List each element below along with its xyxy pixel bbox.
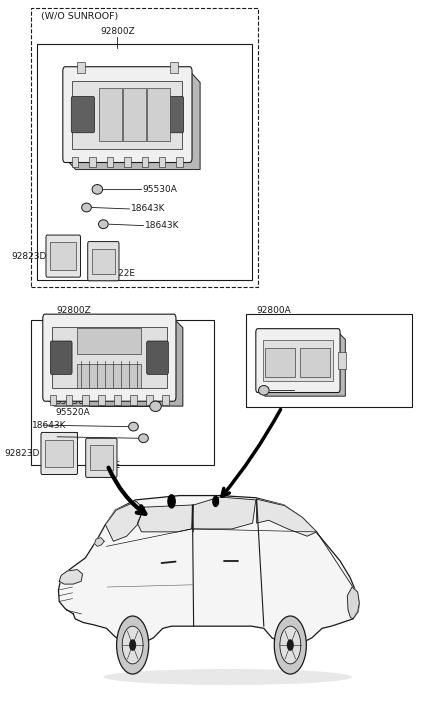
- Bar: [50, 242, 77, 270]
- Text: 92800A: 92800A: [256, 306, 291, 315]
- FancyArrowPatch shape: [222, 409, 280, 497]
- Bar: [147, 89, 170, 141]
- Text: 95530A: 95530A: [55, 398, 90, 406]
- Ellipse shape: [150, 401, 161, 411]
- Bar: [72, 81, 182, 149]
- Polygon shape: [65, 71, 200, 169]
- Bar: [45, 440, 74, 467]
- FancyBboxPatch shape: [88, 241, 119, 281]
- FancyBboxPatch shape: [160, 97, 184, 133]
- Circle shape: [274, 616, 306, 674]
- Bar: [66, 395, 72, 405]
- FancyBboxPatch shape: [256, 329, 340, 393]
- Bar: [141, 157, 148, 167]
- Polygon shape: [59, 496, 359, 646]
- Text: 18643K: 18643K: [32, 421, 67, 430]
- Text: 92800Z: 92800Z: [56, 306, 91, 315]
- Bar: [159, 157, 165, 167]
- FancyBboxPatch shape: [41, 433, 77, 475]
- Circle shape: [280, 626, 301, 664]
- Bar: [50, 395, 56, 405]
- Text: 92800Z: 92800Z: [100, 27, 135, 36]
- Polygon shape: [45, 318, 183, 406]
- Bar: [37, 44, 252, 280]
- Ellipse shape: [92, 185, 103, 194]
- Bar: [300, 348, 330, 377]
- Text: 18643K: 18643K: [145, 221, 179, 230]
- Text: 18645D: 18645D: [295, 386, 330, 395]
- FancyBboxPatch shape: [71, 97, 95, 133]
- Bar: [338, 352, 346, 369]
- Bar: [89, 157, 96, 167]
- FancyBboxPatch shape: [147, 341, 168, 374]
- Circle shape: [122, 626, 143, 664]
- Bar: [90, 446, 113, 470]
- Bar: [263, 340, 333, 381]
- Circle shape: [117, 616, 149, 674]
- Bar: [163, 395, 169, 405]
- Ellipse shape: [128, 422, 139, 431]
- Bar: [77, 364, 141, 388]
- Bar: [265, 348, 295, 377]
- Polygon shape: [59, 569, 83, 584]
- Ellipse shape: [139, 434, 148, 443]
- FancyBboxPatch shape: [63, 67, 192, 163]
- Text: 92823D: 92823D: [5, 449, 40, 458]
- Polygon shape: [192, 497, 256, 529]
- Bar: [114, 395, 120, 405]
- Polygon shape: [347, 587, 359, 619]
- Bar: [246, 314, 412, 407]
- Text: 95520A: 95520A: [55, 409, 90, 417]
- Bar: [82, 395, 88, 405]
- Bar: [98, 395, 104, 405]
- FancyBboxPatch shape: [51, 341, 72, 374]
- FancyArrowPatch shape: [109, 467, 145, 514]
- Bar: [124, 157, 131, 167]
- Bar: [107, 157, 113, 167]
- Bar: [31, 320, 214, 465]
- Ellipse shape: [258, 385, 269, 395]
- Bar: [72, 157, 78, 167]
- Ellipse shape: [104, 669, 352, 685]
- Bar: [77, 63, 85, 73]
- Text: 95530A: 95530A: [143, 185, 178, 194]
- Bar: [99, 89, 122, 141]
- Circle shape: [130, 640, 136, 650]
- Bar: [52, 327, 167, 388]
- Circle shape: [288, 640, 293, 650]
- Circle shape: [213, 497, 218, 507]
- Bar: [77, 328, 141, 354]
- Polygon shape: [95, 538, 104, 547]
- Polygon shape: [258, 332, 345, 396]
- FancyBboxPatch shape: [43, 314, 176, 401]
- Bar: [176, 157, 183, 167]
- Text: 92822E: 92822E: [101, 269, 136, 278]
- Ellipse shape: [99, 220, 108, 228]
- Bar: [130, 395, 137, 405]
- Bar: [92, 249, 115, 273]
- Text: 18643K: 18643K: [131, 204, 165, 214]
- Text: 18643K: 18643K: [45, 433, 80, 441]
- Polygon shape: [105, 502, 144, 542]
- Circle shape: [168, 495, 175, 508]
- Text: 92823D: 92823D: [11, 252, 46, 260]
- Bar: [146, 395, 153, 405]
- Ellipse shape: [82, 203, 91, 212]
- Bar: [31, 8, 258, 287]
- Polygon shape: [257, 499, 317, 537]
- Text: 92822E: 92822E: [86, 461, 120, 470]
- Bar: [123, 89, 146, 141]
- Polygon shape: [138, 505, 192, 532]
- Text: (W/O SUNROOF): (W/O SUNROOF): [41, 12, 118, 21]
- FancyBboxPatch shape: [46, 235, 80, 277]
- Bar: [170, 63, 178, 73]
- FancyBboxPatch shape: [86, 438, 117, 478]
